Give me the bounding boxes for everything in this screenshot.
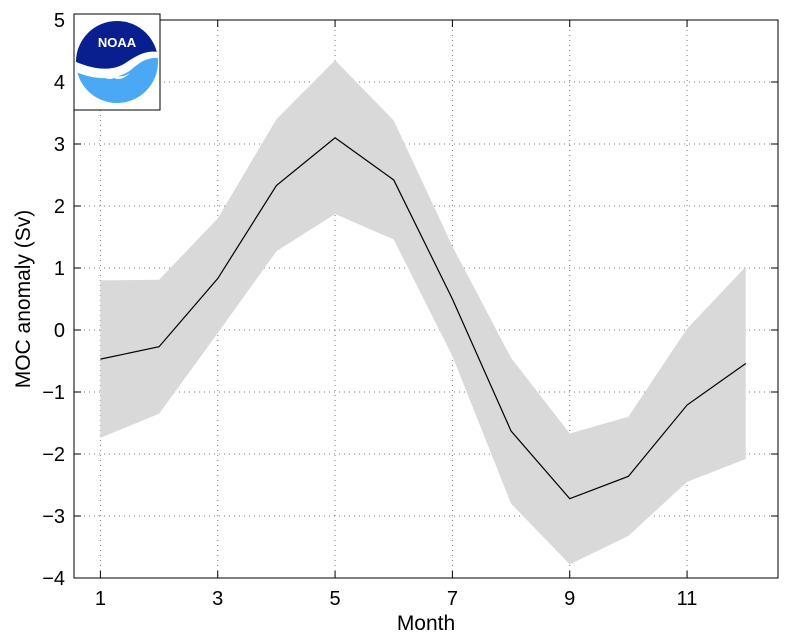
plot-frame bbox=[73, 19, 779, 579]
y-tick-label: 5 bbox=[54, 10, 65, 32]
x-tick-labels: 1 3 5 7 9 11 bbox=[95, 588, 698, 610]
x-tick-label: 7 bbox=[447, 588, 458, 610]
confidence-band bbox=[100, 60, 746, 565]
band-area bbox=[100, 60, 746, 565]
series-line bbox=[100, 137, 747, 500]
y-tick-label: 0 bbox=[54, 320, 65, 342]
y-tick-label: 3 bbox=[54, 134, 65, 156]
y-tick-label: 4 bbox=[54, 72, 65, 94]
x-tick-label: 11 bbox=[677, 588, 698, 610]
logo-text: NOAA bbox=[98, 35, 137, 50]
x-tick-label: 9 bbox=[564, 588, 575, 610]
y-tick-label: 1 bbox=[54, 258, 65, 280]
y-tick-label: 2 bbox=[54, 196, 65, 218]
x-axis-label: Month bbox=[397, 612, 455, 635]
y-tick-label: −2 bbox=[42, 444, 65, 466]
y-tick-label: −1 bbox=[42, 382, 65, 404]
noaa-logo: NOAA bbox=[73, 13, 161, 111]
series-lines bbox=[100, 137, 747, 500]
x-tick-label: 5 bbox=[330, 588, 341, 610]
y-tick-label: −3 bbox=[42, 506, 65, 528]
seagull-icon bbox=[98, 73, 130, 79]
y-tick-labels: −4 −3 −2 −1 0 1 2 3 4 5 bbox=[42, 10, 65, 590]
x-tick-label: 3 bbox=[212, 588, 223, 610]
x-tick-label: 1 bbox=[95, 588, 106, 610]
y-tick-label: −4 bbox=[42, 568, 65, 590]
y-axis-label: MOC anomaly (Sv) bbox=[12, 210, 35, 389]
